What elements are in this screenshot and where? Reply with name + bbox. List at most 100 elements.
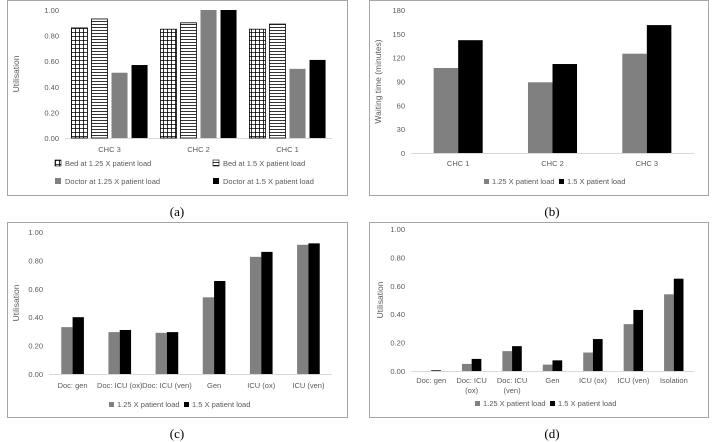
bar-1-25-x-patient-load-1 xyxy=(108,332,120,374)
x-tick-label: CHC 3 xyxy=(636,159,659,168)
x-tick-label: Doc: gen xyxy=(58,381,88,390)
x-tick-label: (ox) xyxy=(465,386,478,395)
bar-doctor-at-1-5-x-patient-load-0 xyxy=(131,65,148,138)
x-tick-label: CHC 1 xyxy=(447,159,470,168)
y-tick-label: 1.00 xyxy=(28,228,43,237)
x-tick-label: ICU (ven) xyxy=(617,376,650,385)
legend-label: Doctor at 1.25 X patient load xyxy=(65,177,160,186)
y-tick-label: 0.40 xyxy=(44,83,59,92)
x-tick-label: CHC 1 xyxy=(276,145,299,154)
bar-1-5-x-patient-load-4 xyxy=(261,251,273,374)
bar-1-25-x-patient-load-1 xyxy=(527,82,553,153)
y-tick-label: 0.40 xyxy=(28,313,43,322)
x-tick-label: Doc: ICU (ven) xyxy=(142,381,192,390)
legend-swatch-bed-at-1-25-x-patient-load xyxy=(54,159,62,167)
x-tick-label: CHC 2 xyxy=(187,145,210,154)
y-tick-label: 0.00 xyxy=(390,367,405,376)
y-tick-label: 0.80 xyxy=(28,256,43,265)
bar-doctor-at-1-25-x-patient-load-1 xyxy=(200,10,217,138)
legend-label: Bed at 1.5 X patient load xyxy=(223,159,305,168)
bar-1-5-x-patient-load-2 xyxy=(646,25,672,153)
y-axis-label: Utilisation xyxy=(11,55,21,92)
bar-doctor-at-1-5-x-patient-load-2 xyxy=(309,59,326,138)
y-tick-label: 150 xyxy=(392,30,405,39)
legend-swatch-doctor-at-1-5-x-patient-load xyxy=(213,178,219,184)
x-tick-label: Gen xyxy=(545,376,559,385)
y-tick-label: 0.20 xyxy=(28,342,43,351)
x-tick-label: Doc: ICU xyxy=(456,376,486,385)
y-tick-label: 90 xyxy=(397,78,405,87)
y-tick-label: 0.60 xyxy=(44,57,59,66)
bar-doctor-at-1-25-x-patient-load-0 xyxy=(111,72,128,138)
legend-swatch-1-5-x-patient-load xyxy=(559,179,564,184)
chart-panel-c: 0.00 0.20 0.40 0.60 0.80 1.00 Utilisation Doc: … xyxy=(7,222,348,418)
y-axis-label: Utilisation xyxy=(11,284,21,321)
bar-1-25-x-patient-load-3 xyxy=(542,364,553,371)
bar-1-25-x-patient-load-5 xyxy=(297,244,309,374)
x-tick-label: Doc: ICU xyxy=(497,376,527,385)
bar-1-5-x-patient-load-0 xyxy=(458,40,483,153)
chart-panel-b: 0 30 60 90 120 150 180 Waiting time (minutes) CH… xyxy=(369,0,709,196)
caption-a: (a) xyxy=(169,204,185,219)
legend-swatch-1-5-x-patient-load xyxy=(550,401,555,406)
bar-1-25-x-patient-load-5 xyxy=(623,324,634,371)
bar-1-5-x-patient-load-0 xyxy=(431,370,441,371)
bar-1-5-x-patient-load-0 xyxy=(72,317,84,374)
legend-swatch-1-5-x-patient-load xyxy=(184,402,189,407)
caption-d: (d) xyxy=(544,426,560,441)
caption-c: (c) xyxy=(169,426,185,441)
bar-1-25-x-patient-load-0 xyxy=(433,67,459,153)
chart-a: 0.00 0.20 0.40 0.60 0.80 1.00 Utilisation CHC 3… xyxy=(7,0,348,196)
caption-b: (b) xyxy=(544,204,560,219)
legend-swatch-1-25-x-patient-load xyxy=(109,402,114,407)
y-tick-label: 1.00 xyxy=(390,225,405,234)
chart-d: 0.00 0.20 0.40 0.60 0.80 1.00 Utilisation Doc: … xyxy=(369,222,709,418)
y-tick-label: 30 xyxy=(397,125,405,134)
legend-label: 1.25 X patient load xyxy=(483,399,546,408)
legend-label: 1.25 X patient load xyxy=(117,400,180,409)
x-tick-label: Doc: gen xyxy=(416,376,446,385)
bar-1-25-x-patient-load-4 xyxy=(583,352,593,371)
y-tick-label: 180 xyxy=(392,6,405,15)
legend-label: 1.5 X patient load xyxy=(192,400,250,409)
x-tick-label: Gen xyxy=(207,381,221,390)
x-tick-label: CHC 2 xyxy=(541,159,564,168)
bar-1-5-x-patient-load-4 xyxy=(592,339,603,371)
x-tick-label: Isolation xyxy=(660,376,688,385)
y-tick-label: 120 xyxy=(392,54,405,63)
bar-doctor-at-1-5-x-patient-load-1 xyxy=(220,10,237,138)
y-tick-label: 0.60 xyxy=(390,282,405,291)
bar-1-25-x-patient-load-2 xyxy=(155,332,167,374)
legend-label: Bed at 1.25 X patient load xyxy=(65,159,151,168)
bar-1-25-x-patient-load-4 xyxy=(249,256,262,374)
y-tick-label: 0.60 xyxy=(28,285,43,294)
x-tick-label: (ven) xyxy=(504,386,522,395)
y-tick-label: 0.80 xyxy=(390,253,405,262)
bar-1-25-x-patient-load-0 xyxy=(61,327,73,374)
x-tick-label: ICU (ox) xyxy=(247,381,275,390)
bar-1-25-x-patient-load-6 xyxy=(664,294,674,371)
y-tick-label: 0.00 xyxy=(44,134,59,143)
legend-label: Doctor at 1.5 X patient load xyxy=(223,177,314,186)
bar-bed-at-1-25-x-patient-load-2 xyxy=(249,28,266,139)
bar-1-5-x-patient-load-3 xyxy=(214,280,226,374)
y-tick-label: 0.40 xyxy=(390,310,405,319)
bar-1-25-x-patient-load-1 xyxy=(461,363,472,371)
chart-b: 0 30 60 90 120 150 180 Waiting time (minutes) CH… xyxy=(369,0,709,196)
bar-1-5-x-patient-load-5 xyxy=(308,243,320,374)
bar-1-5-x-patient-load-1 xyxy=(552,64,578,153)
bar-doctor-at-1-25-x-patient-load-2 xyxy=(289,68,306,138)
bar-1-5-x-patient-load-2 xyxy=(166,332,179,374)
bar-1-5-x-patient-load-1 xyxy=(119,329,132,374)
y-tick-label: 60 xyxy=(397,101,405,110)
bar-1-5-x-patient-load-2 xyxy=(512,346,522,371)
bar-1-25-x-patient-load-2 xyxy=(622,53,647,153)
x-tick-label: ICU (ox) xyxy=(579,376,607,385)
x-tick-label: Doc: ICU (ox) xyxy=(97,381,143,390)
x-tick-label: ICU (ven) xyxy=(292,381,325,390)
legend-label: 1.5 X patient load xyxy=(567,177,625,186)
bar-1-5-x-patient-load-5 xyxy=(633,309,644,371)
legend-label: 1.5 X patient load xyxy=(558,399,616,408)
bar-bed-at-1-5-x-patient-load-1 xyxy=(180,22,197,139)
chart-panel-d: 0.00 0.20 0.40 0.60 0.80 1.00 Utilisation Doc: … xyxy=(369,222,709,418)
